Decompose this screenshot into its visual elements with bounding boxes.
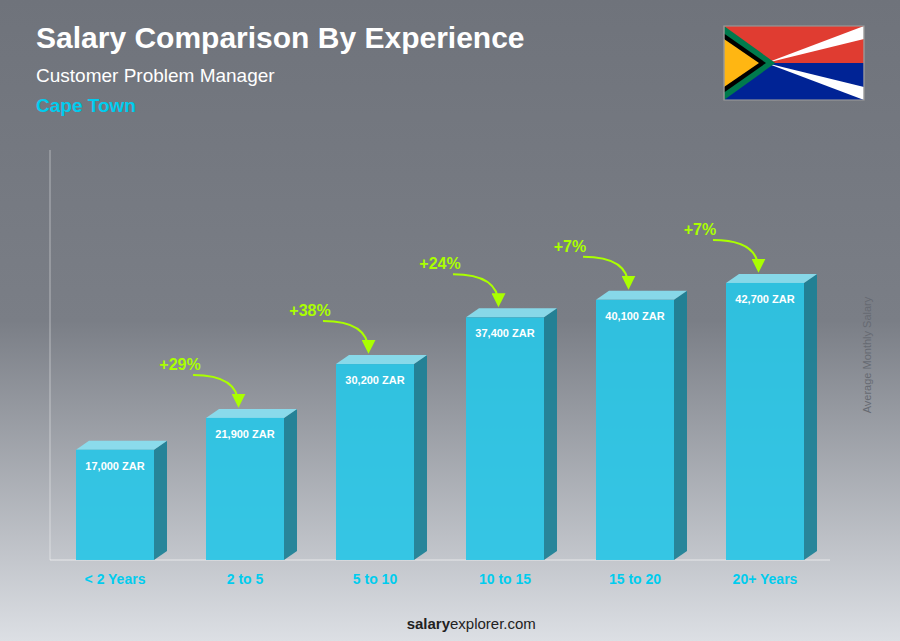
x-tick-label: 15 to 20 [609, 571, 661, 587]
bar [336, 364, 414, 560]
bar-top [596, 291, 687, 300]
title: Salary Comparison By Experience [36, 21, 525, 54]
flag [724, 26, 864, 100]
flag-part [766, 26, 864, 63]
flag-part [724, 26, 775, 100]
bar-top [726, 274, 817, 283]
footer: salary [407, 615, 451, 632]
pct-arrow [193, 375, 239, 405]
bar-top [336, 355, 427, 364]
data-label: 37,400 ZAR [475, 327, 534, 339]
x-tick-label: 2 to 5 [227, 571, 264, 587]
footer: explorer.com [450, 615, 536, 632]
pct-arrow [323, 321, 369, 351]
flag-part [724, 33, 766, 92]
pct-change: +38% [289, 302, 330, 319]
flag-part [724, 39, 759, 87]
pct-arrow [583, 257, 629, 287]
pct-change: +7% [684, 221, 716, 238]
bars [76, 274, 817, 560]
y-axis-label: Average Monthly Salary [861, 296, 873, 413]
subtitle: Cape Town [36, 95, 136, 116]
bar-top [76, 441, 167, 450]
pct-change: +7% [554, 238, 586, 255]
data-label: 21,900 ZAR [215, 428, 274, 440]
subtitle: Customer Problem Manager [36, 65, 275, 86]
data-label: 17,000 ZAR [85, 460, 144, 472]
bar [726, 283, 804, 560]
bar-side [154, 441, 167, 560]
pct-change: +24% [419, 255, 460, 272]
x-tick-label: < 2 Years [85, 571, 146, 587]
bar-side [284, 409, 297, 560]
chart: 17,000 ZAR 21,900 ZAR 30,200 ZAR 37,400 ZAR… [0, 0, 900, 641]
x-tick-label: 20+ Years [733, 571, 798, 587]
flag-border [724, 26, 864, 100]
data-label: 40,100 ZAR [605, 310, 664, 322]
data-label: 42,700 ZAR [735, 293, 794, 305]
bar-side [674, 291, 687, 560]
bar [596, 300, 674, 560]
bar [466, 317, 544, 560]
x-tick-label: 10 to 15 [479, 571, 531, 587]
x-axis [50, 560, 830, 561]
bar-side [414, 355, 427, 560]
bar [206, 418, 284, 560]
data-label: 30,200 ZAR [345, 374, 404, 386]
pct-arrow [453, 274, 499, 304]
background [0, 0, 900, 641]
bar-side [544, 308, 557, 560]
pct-change: +29% [159, 356, 200, 373]
pct-arrow [713, 240, 759, 270]
bar-side [804, 274, 817, 560]
bar-top [206, 409, 297, 418]
bar-top [466, 308, 557, 317]
flag-part [724, 26, 864, 100]
x-tick-label: 5 to 10 [353, 571, 398, 587]
bar [76, 450, 154, 560]
y-axis [50, 150, 51, 560]
flag-part [766, 63, 864, 100]
